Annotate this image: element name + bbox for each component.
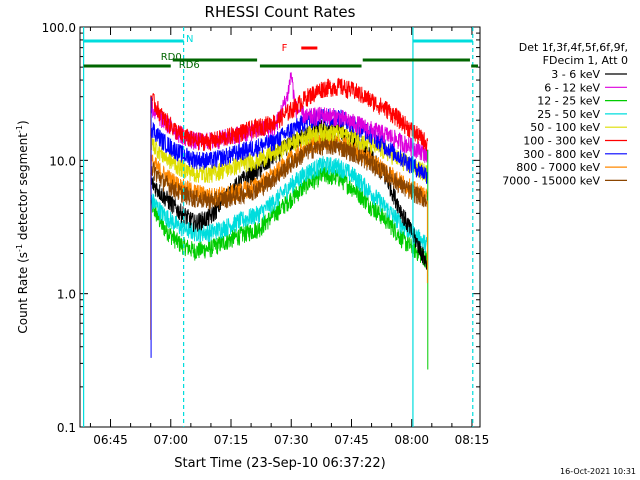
legend-entry-label: 3 - 6 keV	[551, 68, 600, 81]
legend-header-line-1: Det 1f,3f,4f,5f,6f,9f,	[519, 41, 628, 54]
x-tick-label: 08:15	[455, 433, 490, 447]
x-tick-label: 07:45	[334, 433, 369, 447]
legend: Det 1f,3f,4f,5f,6f,9f, FDecim 1, Att 0 3…	[502, 41, 628, 187]
series-line-25-50keV	[150, 156, 429, 254]
y-tick-label: 100.0	[42, 21, 76, 35]
y-axis-label-main: Count Rate (s	[16, 252, 30, 334]
plot-frame	[79, 26, 481, 428]
x-tick-label: 07:15	[214, 433, 249, 447]
flag-label: RD0	[161, 52, 182, 63]
flag-label: N	[186, 34, 193, 45]
chart-title: RHESSI Count Rates	[205, 3, 356, 21]
legend-entry-label: 6 - 12 keV	[544, 81, 600, 94]
y-tick-label: 10.0	[49, 154, 76, 168]
legend-entry-label: 300 - 800 keV	[523, 148, 600, 161]
footer-date: 16-Oct-2021 10:31	[560, 467, 636, 476]
y-tick-label: 0.1	[57, 421, 76, 435]
x-axis-label: Start Time (23-Sep-10 06:37:22)	[174, 456, 385, 471]
series-line-12-25keV	[150, 166, 429, 268]
series-line-100-300keV	[150, 77, 429, 152]
legend-entry-label: 800 - 7000 keV	[516, 161, 600, 174]
y-axis-label-sup2: -1	[15, 125, 24, 133]
y-axis-label: Count Rate (s-1 detector segment-1)	[15, 120, 30, 333]
flag-label: F	[282, 43, 288, 54]
series-line-6-12keV	[150, 72, 429, 163]
legend-entry-label: 50 - 100 keV	[530, 121, 600, 134]
series-line-300-800keV	[150, 108, 429, 185]
legend-entry-label: 12 - 25 keV	[537, 95, 600, 108]
x-tick-label: 06:45	[93, 433, 128, 447]
axis-ticks: 06:45 07:00 07:15 07:30 07:45 08:00 08:15 0.1 1.…	[42, 21, 490, 447]
flag-label: RD6	[179, 60, 200, 71]
series-line-7000-15000keV	[150, 136, 429, 211]
y-axis-label-sup1: -1	[15, 244, 24, 252]
x-tick-label: 07:00	[153, 433, 188, 447]
x-tick-label: 08:00	[394, 433, 429, 447]
x-tick-label: 07:30	[274, 433, 309, 447]
legend-entry-label: 7000 - 15000 keV	[502, 174, 600, 187]
y-tick-label: 1.0	[57, 288, 76, 302]
y-axis-label-end: )	[16, 120, 30, 125]
legend-entry-label: 100 - 300 keV	[523, 135, 600, 148]
legend-header-line-2: FDecim 1, Att 0	[543, 54, 628, 67]
series-layer	[150, 72, 429, 370]
legend-entry-label: 25 - 50 keV	[537, 108, 600, 121]
y-axis-label-mid: detector segment	[16, 133, 30, 244]
